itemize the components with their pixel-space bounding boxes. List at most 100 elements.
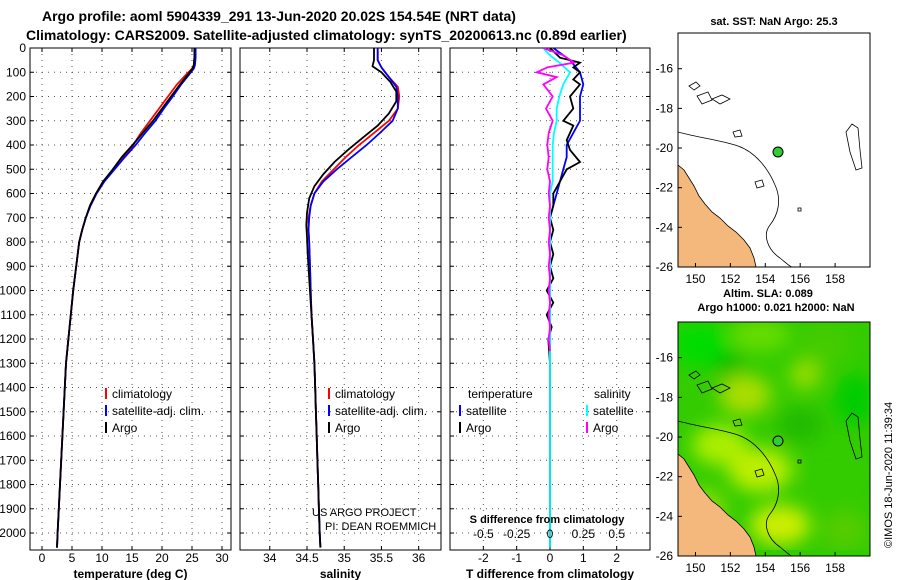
- s-tick-label: -0.25: [503, 527, 531, 541]
- x-tick-label: 35.5: [370, 551, 394, 565]
- s-axis-title: S difference from climatology: [470, 514, 626, 526]
- satellite-clim-profile: [56, 48, 197, 548]
- difference-panel: -2 -1 0 1 2 T difference from climatology S di…: [449, 47, 651, 580]
- reef-3: [711, 94, 731, 105]
- sla-reef-6: [754, 468, 765, 478]
- sla-reef-3: [711, 383, 731, 394]
- legend-salinity-title: salinity: [594, 387, 631, 401]
- y-tick-label: 1000: [0, 284, 26, 298]
- sla-reef-7: [797, 459, 802, 464]
- reef-7: [797, 207, 802, 212]
- y-tick-label: 1900: [0, 502, 26, 516]
- y-tick-label: 700: [6, 211, 26, 225]
- legend-climatology-label: climatology: [335, 387, 395, 401]
- map-y-tick-label: -20: [656, 430, 674, 444]
- y-tick-label: 1400: [0, 381, 26, 395]
- sla-reef-1: [688, 370, 701, 380]
- salinity-panel: 34 34.5 35 35.5 36 salinity climatology satelli…: [239, 47, 442, 580]
- climatology-profile: [307, 48, 401, 548]
- map-x-tick-label: 154: [755, 561, 775, 575]
- sla-depth-contour: [678, 420, 793, 556]
- australia-land: [678, 164, 757, 267]
- sla-heatmap: [678, 322, 870, 556]
- s-tick-label: -0.5: [473, 527, 494, 541]
- map-y-tick-label: -20: [656, 141, 674, 155]
- x-tick-label: 34.5: [295, 551, 319, 565]
- sla-reef-4: [732, 418, 743, 427]
- pi-label: PI: DEAN ROEMMICH: [325, 521, 436, 533]
- x-axis-label: temperature (deg C): [73, 567, 187, 580]
- x-tick-label: 25: [185, 551, 199, 565]
- sla-map-title-line2: Argo h1000: 0.021 h2000: NaN: [697, 302, 854, 314]
- map-x-tick-label: 154: [755, 272, 775, 286]
- satellite-clim-profile: [307, 48, 399, 548]
- s-tick-label: 0: [547, 527, 554, 541]
- figure-title-line1: Argo profile: aoml 5904339_291 13-Jun-20…: [42, 8, 516, 24]
- legend-satellite-label: satellite-adj. clim.: [335, 404, 427, 418]
- x-tick-label: 34: [263, 551, 277, 565]
- y-tick-label: 1100: [0, 308, 26, 322]
- project-label: US ARGO PROJECT: [312, 507, 417, 519]
- y-tick-label: 1200: [0, 332, 26, 346]
- sst-map: sat. SST: NaN Argo: 25.3 150 152 154 156 158…: [656, 16, 871, 286]
- plot-frame: [29, 47, 232, 551]
- argo-profile: [56, 48, 196, 548]
- map-y-tick-label: -18: [656, 101, 674, 115]
- y-tick-label: 400: [6, 138, 26, 152]
- y-tick-label: 800: [6, 235, 26, 249]
- y-tick-label: 1700: [0, 453, 26, 467]
- legend-t-satellite-label: satellite: [466, 404, 507, 418]
- x-tick-label: 10: [95, 551, 109, 565]
- map-x-tick-label: 156: [790, 272, 810, 286]
- y-tick-label: 0: [19, 41, 26, 55]
- map-x-tick-label: 152: [720, 272, 740, 286]
- reef-4: [732, 129, 743, 138]
- y-tick-label: 1300: [0, 356, 26, 370]
- x-tick-label: 2: [613, 551, 620, 565]
- map-y-tick-label: -24: [656, 509, 674, 523]
- s-tick-label: 0.25: [572, 527, 596, 541]
- imos-stamp: ©IMOS 18-Jun-2020 11:39:34: [883, 402, 895, 548]
- depth-contour: [678, 131, 793, 267]
- map-y-tick-label: -24: [656, 220, 674, 234]
- map-x-tick-label: 152: [720, 561, 740, 575]
- x-tick-label: 20: [155, 551, 169, 565]
- map-y-tick-label: -26: [656, 549, 674, 563]
- legend-s-argo-label: Argo: [593, 421, 619, 435]
- x-axis-label: T difference from climatology: [466, 567, 634, 580]
- map-x-tick-label: 150: [685, 561, 705, 575]
- sla-reef-5: [845, 412, 863, 460]
- legend-t-argo-label: Argo: [466, 421, 492, 435]
- y-tick-label: 100: [6, 65, 26, 79]
- climatology-profile: [56, 48, 196, 548]
- legend-argo-label: Argo: [335, 421, 361, 435]
- y-tick-label: 500: [6, 162, 26, 176]
- s-satellite-diff: [542, 48, 572, 548]
- temperature-panel: 0100200300400500600700800900100011001200…: [0, 41, 232, 580]
- legend-temperature-title: temperature: [468, 387, 533, 401]
- map-y-tick-label: -16: [656, 62, 674, 76]
- sla-argo-float-marker: [772, 435, 784, 447]
- map-y-tick-label: -26: [656, 260, 674, 274]
- s-argo-diff: [533, 48, 577, 352]
- map-y-tick-label: -16: [656, 351, 674, 365]
- x-tick-label: -1: [511, 551, 522, 565]
- s-tick-label: 0.5: [608, 527, 625, 541]
- map-x-tick-label: 150: [685, 272, 705, 286]
- x-tick-label: 30: [215, 551, 229, 565]
- map-x-tick-label: 158: [825, 561, 845, 575]
- legend-s-satellite-label: satellite: [593, 404, 634, 418]
- map-y-tick-label: -18: [656, 390, 674, 404]
- x-tick-label: 35: [338, 551, 352, 565]
- map-x-tick-label: 158: [825, 272, 845, 286]
- x-tick-label: 5: [69, 551, 76, 565]
- y-tick-label: 2000: [0, 526, 26, 540]
- plot-frame: [239, 47, 442, 551]
- figure-title-line2: Climatology: CARS2009. Satellite-adjuste…: [26, 27, 627, 43]
- sla-reef-2: [696, 380, 713, 394]
- y-tick-label: 1500: [0, 405, 26, 419]
- argo-float-marker: [772, 146, 784, 158]
- y-tick-label: 1600: [0, 429, 26, 443]
- x-tick-label: 1: [580, 551, 587, 565]
